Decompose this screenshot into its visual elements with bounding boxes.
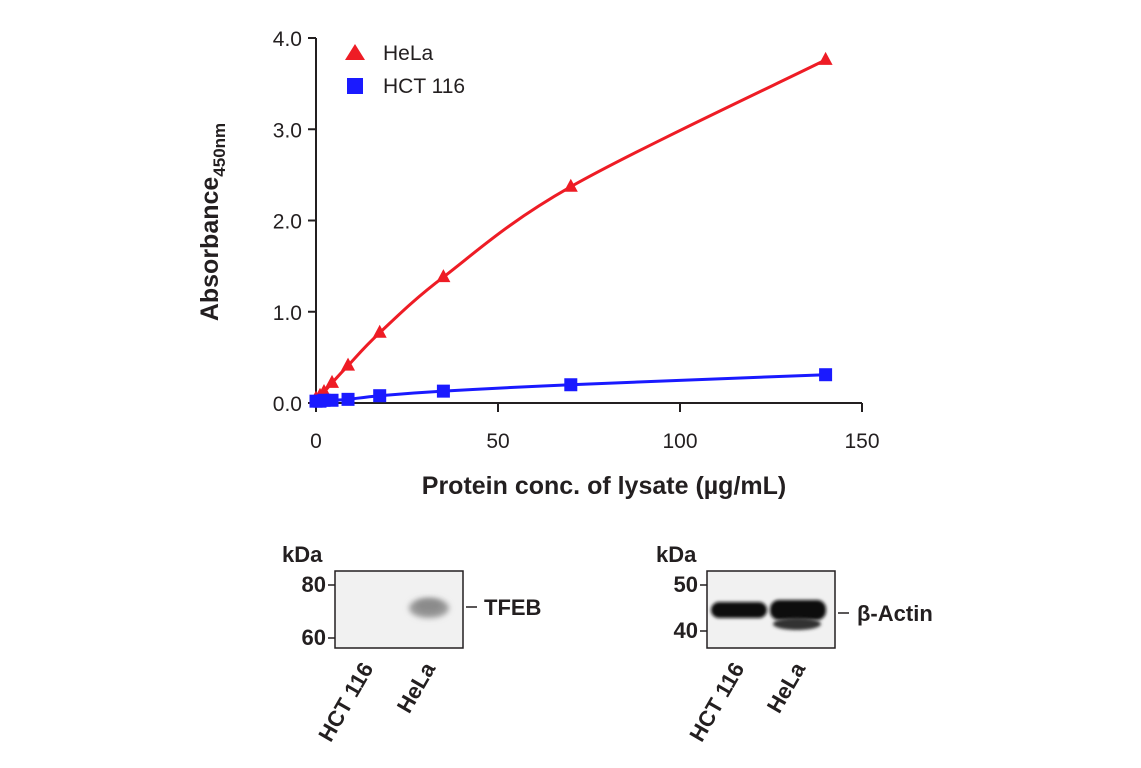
y-ticks: 0.0 1.0 2.0 3.0 4.0: [273, 28, 316, 416]
legend-label-hct116: HCT 116: [383, 75, 465, 98]
y-tick-label: 4.0: [273, 28, 302, 51]
y-tick-label: 1.0: [273, 302, 302, 325]
y-tick-label: 3.0: [273, 119, 302, 142]
series-points: [309, 51, 833, 408]
blot-left-unit: kDa: [282, 542, 323, 567]
x-ticks: 0 50 100 150: [310, 403, 880, 453]
data-point-hela: [436, 269, 451, 283]
data-point-hela: [818, 51, 833, 65]
y-axis-title: Absorbance450nm: [196, 123, 229, 321]
x-axis-title: Protein conc. of lysate (µg/mL): [422, 472, 786, 500]
data-point-hct116: [819, 368, 833, 382]
y-axis-title-subscript: 450nm: [210, 123, 229, 177]
blot-right-lane-hela: HeLa: [762, 657, 811, 717]
data-point-hct116: [373, 389, 387, 403]
blot-left-lane-hct116: HCT 116: [313, 658, 378, 746]
western-blot-actin: kDa 50 40 β-Actin HCT 116 HeLa: [656, 542, 933, 746]
blot-right-band-hela: [770, 600, 826, 620]
data-point-hela: [563, 178, 578, 192]
elisa-chart: 0.0 1.0 2.0 3.0 4.0 0 50 100 150 Protein conc. …: [196, 28, 880, 500]
x-tick-label: 50: [486, 430, 509, 453]
blot-left-marker-60: 60: [302, 625, 326, 650]
series-curves: [315, 58, 827, 403]
y-tick-label: 2.0: [273, 211, 302, 234]
data-point-hela: [325, 374, 340, 388]
x-tick-label: 150: [844, 430, 879, 453]
blot-left-target-label: TFEB: [484, 595, 541, 620]
chart-legend: HeLa HCT 116: [345, 42, 465, 98]
western-blot-tfeb: kDa 80 60 TFEB HCT 116 HeLa: [282, 542, 541, 746]
data-point-hela: [372, 324, 387, 338]
data-point-hct116: [436, 384, 450, 398]
data-point-hct116: [325, 393, 339, 407]
blot-left-band-hela-core: [416, 600, 442, 612]
legend-marker-hct116: [347, 78, 363, 94]
blot-left-lane-hela: HeLa: [392, 657, 441, 717]
x-tick-label: 100: [662, 430, 697, 453]
x-tick-label: 0: [310, 430, 322, 453]
data-point-hct116: [341, 392, 355, 406]
data-point-hela: [341, 357, 356, 371]
blot-left-marker-80: 80: [302, 572, 326, 597]
blot-right-band-hct116: [711, 602, 767, 618]
blot-right-marker-40: 40: [674, 618, 698, 643]
blot-right-lane-hct116: HCT 116: [684, 658, 749, 746]
y-tick-label: 0.0: [273, 393, 302, 416]
blot-right-unit: kDa: [656, 542, 697, 567]
blot-right-target-label: β-Actin: [857, 601, 933, 626]
y-axis-title-main: Absorbance: [196, 177, 224, 322]
series-line-hela: [315, 58, 827, 400]
data-point-hct116: [564, 378, 578, 392]
legend-marker-hela: [345, 44, 365, 60]
blot-right-marker-50: 50: [674, 572, 698, 597]
legend-label-hela: HeLa: [383, 42, 434, 65]
blot-right-band-hela-tail: [773, 618, 821, 630]
